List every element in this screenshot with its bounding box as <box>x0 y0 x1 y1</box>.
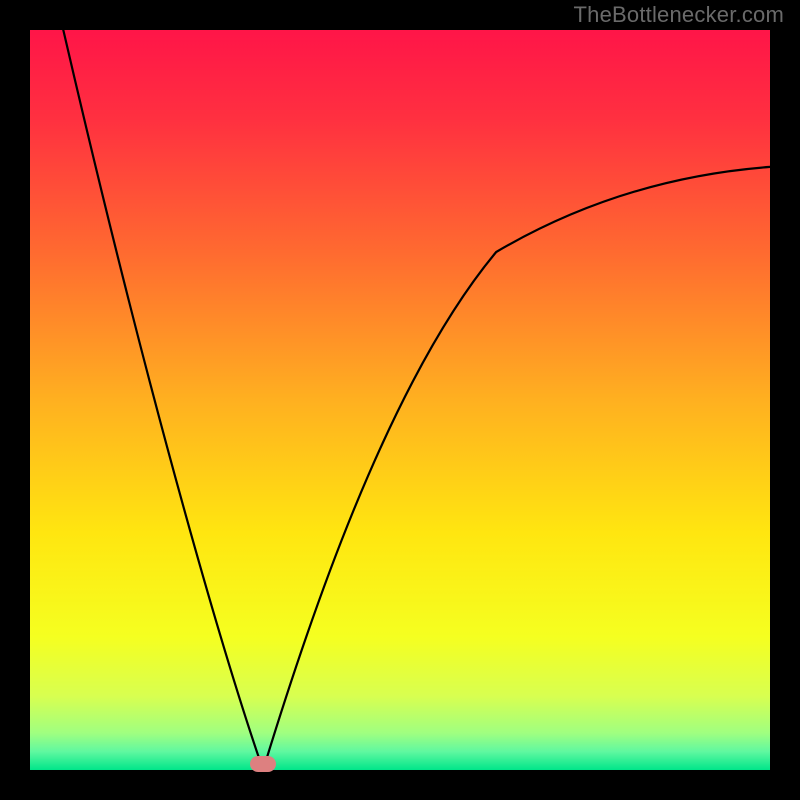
optimal-point-marker <box>250 756 277 772</box>
watermark-text: TheBottlenecker.com <box>574 2 784 28</box>
chart-frame: TheBottlenecker.com <box>0 0 800 800</box>
bottleneck-chart <box>0 0 800 800</box>
